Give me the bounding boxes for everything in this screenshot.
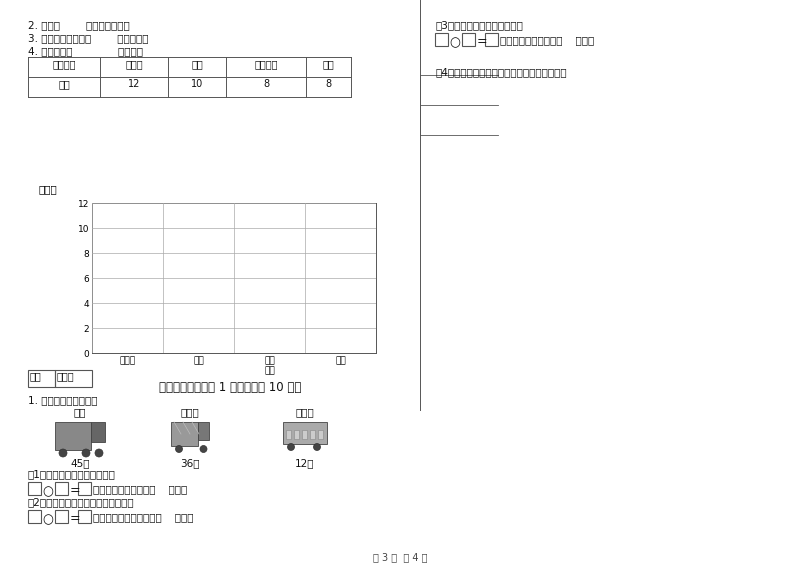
Text: 蓝猫: 蓝猫	[193, 356, 204, 365]
Bar	[435, 33, 448, 46]
Circle shape	[200, 445, 207, 453]
Text: 4. 我最喜欢（              ）节目。: 4. 我最喜欢（ ）节目。	[28, 46, 143, 56]
Text: （1）卡车比面包车多多少辆？: （1）卡车比面包车多多少辆？	[28, 469, 116, 479]
Text: 答：大客车比卡车少（    ）辆。: 答：大客车比卡车少（ ）辆。	[500, 35, 594, 45]
Text: =: =	[70, 512, 81, 525]
Circle shape	[175, 445, 182, 453]
Text: 3. 丁作一共调查了（        ）名同学。: 3. 丁作一共调查了（ ）名同学。	[28, 33, 149, 43]
Bar	[78, 482, 91, 495]
Text: ○: ○	[42, 485, 54, 498]
Text: 8: 8	[263, 79, 269, 89]
Bar	[55, 510, 68, 523]
Text: =: =	[477, 35, 488, 48]
Bar	[283, 422, 327, 444]
Bar	[55, 482, 68, 495]
Text: 评卷人: 评卷人	[57, 371, 74, 381]
Circle shape	[314, 444, 321, 450]
Text: （2）面包车和大客车一共有多少辆？: （2）面包车和大客车一共有多少辆？	[28, 497, 134, 507]
Text: 答：面包车和大客车共（    ）辆。: 答：面包车和大客车共（ ）辆。	[93, 512, 194, 522]
Text: =: =	[70, 484, 81, 497]
Text: 2. 喜欢（        ）节目的最多。: 2. 喜欢（ ）节目的最多。	[28, 20, 130, 30]
Bar	[28, 370, 55, 387]
Bar	[91, 422, 105, 442]
Text: 12辆: 12辆	[295, 458, 314, 468]
Text: 蓝猫: 蓝猫	[191, 59, 203, 69]
Text: 45辆: 45辆	[70, 458, 90, 468]
Text: 36辆: 36辆	[180, 458, 200, 468]
Text: 动物世界: 动物世界	[254, 59, 278, 69]
Bar	[28, 510, 41, 523]
Bar	[462, 33, 475, 46]
Text: 大风车: 大风车	[125, 59, 143, 69]
Bar	[286, 430, 291, 439]
Text: 人数: 人数	[58, 79, 70, 89]
Bar	[485, 33, 498, 46]
Bar	[78, 510, 91, 523]
Text: 其他: 其他	[335, 356, 346, 365]
Text: 8: 8	[326, 79, 331, 89]
Text: （3）大客车比卡车少多少辆？: （3）大客车比卡车少多少辆？	[435, 20, 523, 30]
Text: 电视节目: 电视节目	[52, 59, 76, 69]
Text: 12: 12	[128, 79, 140, 89]
Circle shape	[59, 449, 67, 457]
Bar	[198, 422, 209, 440]
Circle shape	[82, 449, 90, 457]
Text: 动物
世界: 动物 世界	[264, 356, 275, 375]
Text: ○: ○	[450, 36, 461, 49]
Text: 答：卡车比面包车多（    ）辆。: 答：卡车比面包车多（ ）辆。	[93, 484, 187, 494]
Bar	[55, 422, 91, 450]
Text: 十一、附加题（共 1 大题，共计 10 分）: 十一、附加题（共 1 大题，共计 10 分）	[159, 381, 301, 394]
Text: 第 3 页  共 4 页: 第 3 页 共 4 页	[373, 552, 427, 562]
Text: 大客车: 大客车	[296, 407, 314, 417]
Bar	[171, 422, 198, 446]
Text: 大风车: 大风车	[119, 356, 135, 365]
Bar	[55, 370, 92, 387]
Text: 10: 10	[191, 79, 203, 89]
Bar	[28, 482, 41, 495]
Text: 面包车: 面包车	[181, 407, 199, 417]
Bar	[294, 430, 299, 439]
Text: ○: ○	[42, 513, 54, 526]
Bar	[302, 430, 307, 439]
Text: 得分: 得分	[30, 371, 42, 381]
Text: 卡车: 卡车	[74, 407, 86, 417]
Bar	[318, 430, 323, 439]
Text: （4）你还能提出什么数学问题并列式解答吗？: （4）你还能提出什么数学问题并列式解答吗？	[435, 67, 566, 77]
Text: 其他: 其他	[322, 59, 334, 69]
Circle shape	[287, 444, 294, 450]
Circle shape	[95, 449, 103, 457]
Text: 1. 根据图片信息解题。: 1. 根据图片信息解题。	[28, 395, 98, 405]
Text: （人）: （人）	[38, 184, 57, 194]
Bar	[310, 430, 315, 439]
